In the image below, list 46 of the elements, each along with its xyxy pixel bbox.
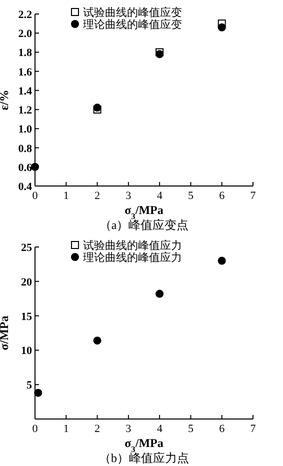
- y-tick-label: 1.8: [18, 47, 32, 60]
- text: （a）峰值应变点: [99, 218, 189, 232]
- y-tick-label: 1.4: [18, 85, 32, 98]
- y-tick-label: 0.6: [18, 162, 32, 174]
- y-tick-label: 2.2: [18, 9, 32, 21]
- y-axis-title: σ/MPa: [0, 316, 11, 350]
- point: [218, 256, 226, 265]
- y-tick-label: 20: [21, 276, 32, 288]
- legend-label: 理论曲线的峰值应变: [83, 18, 182, 31]
- y-tick-label: 0.8: [18, 142, 32, 155]
- legend-label: 试验曲线的峰值应变: [83, 6, 182, 19]
- x-axis-title: σ$_{3}$/MPa: [124, 203, 164, 220]
- x-tick-label: 7: [250, 190, 256, 202]
- x-tick-label: 4: [156, 190, 163, 202]
- x-tick-label: 2: [94, 423, 100, 435]
- x-tick-label: 6: [219, 190, 226, 202]
- x-tick-label: 0: [32, 190, 38, 202]
- y-tick-label: 10: [21, 345, 32, 358]
- x-tick-label: 6: [219, 423, 226, 435]
- x-tick-label: 3: [126, 190, 132, 202]
- y-tick-label: 5: [26, 380, 32, 392]
- y-tick-label: 1.2: [18, 104, 32, 117]
- x-tick-label: 5: [188, 190, 194, 202]
- point: [218, 23, 226, 32]
- x-tick-label: 1: [63, 190, 69, 202]
- y-tick-label: 15: [21, 310, 32, 323]
- x-axis-title: σ$_{3}$/MPa: [124, 436, 164, 454]
- x-tick-label: 0: [32, 423, 38, 435]
- y-tick-label: 25: [21, 242, 32, 254]
- x-tick-label: 1: [63, 423, 69, 435]
- y-axis-title: ε/%: [0, 90, 11, 110]
- text: （b）峰值应力点: [99, 451, 189, 465]
- y-tick-label: 1.0: [18, 124, 32, 136]
- x-tick-label: 5: [188, 423, 194, 435]
- point: [93, 336, 102, 345]
- x-tick-label: 2: [94, 190, 100, 202]
- legend-label: 理论曲线的峰值应力: [83, 251, 182, 264]
- x-tick-label: 3: [126, 423, 132, 435]
- point: [156, 290, 164, 298]
- legend-label: 试验曲线的峰值应力: [83, 239, 182, 252]
- x-tick-label: 4: [156, 423, 163, 435]
- y-tick-label: 1.6: [18, 66, 32, 78]
- point: [34, 388, 42, 397]
- y-tick-label: 0.4: [18, 181, 32, 193]
- x-tick-label: 7: [250, 423, 256, 435]
- y-tick-label: 2.0: [18, 28, 32, 40]
